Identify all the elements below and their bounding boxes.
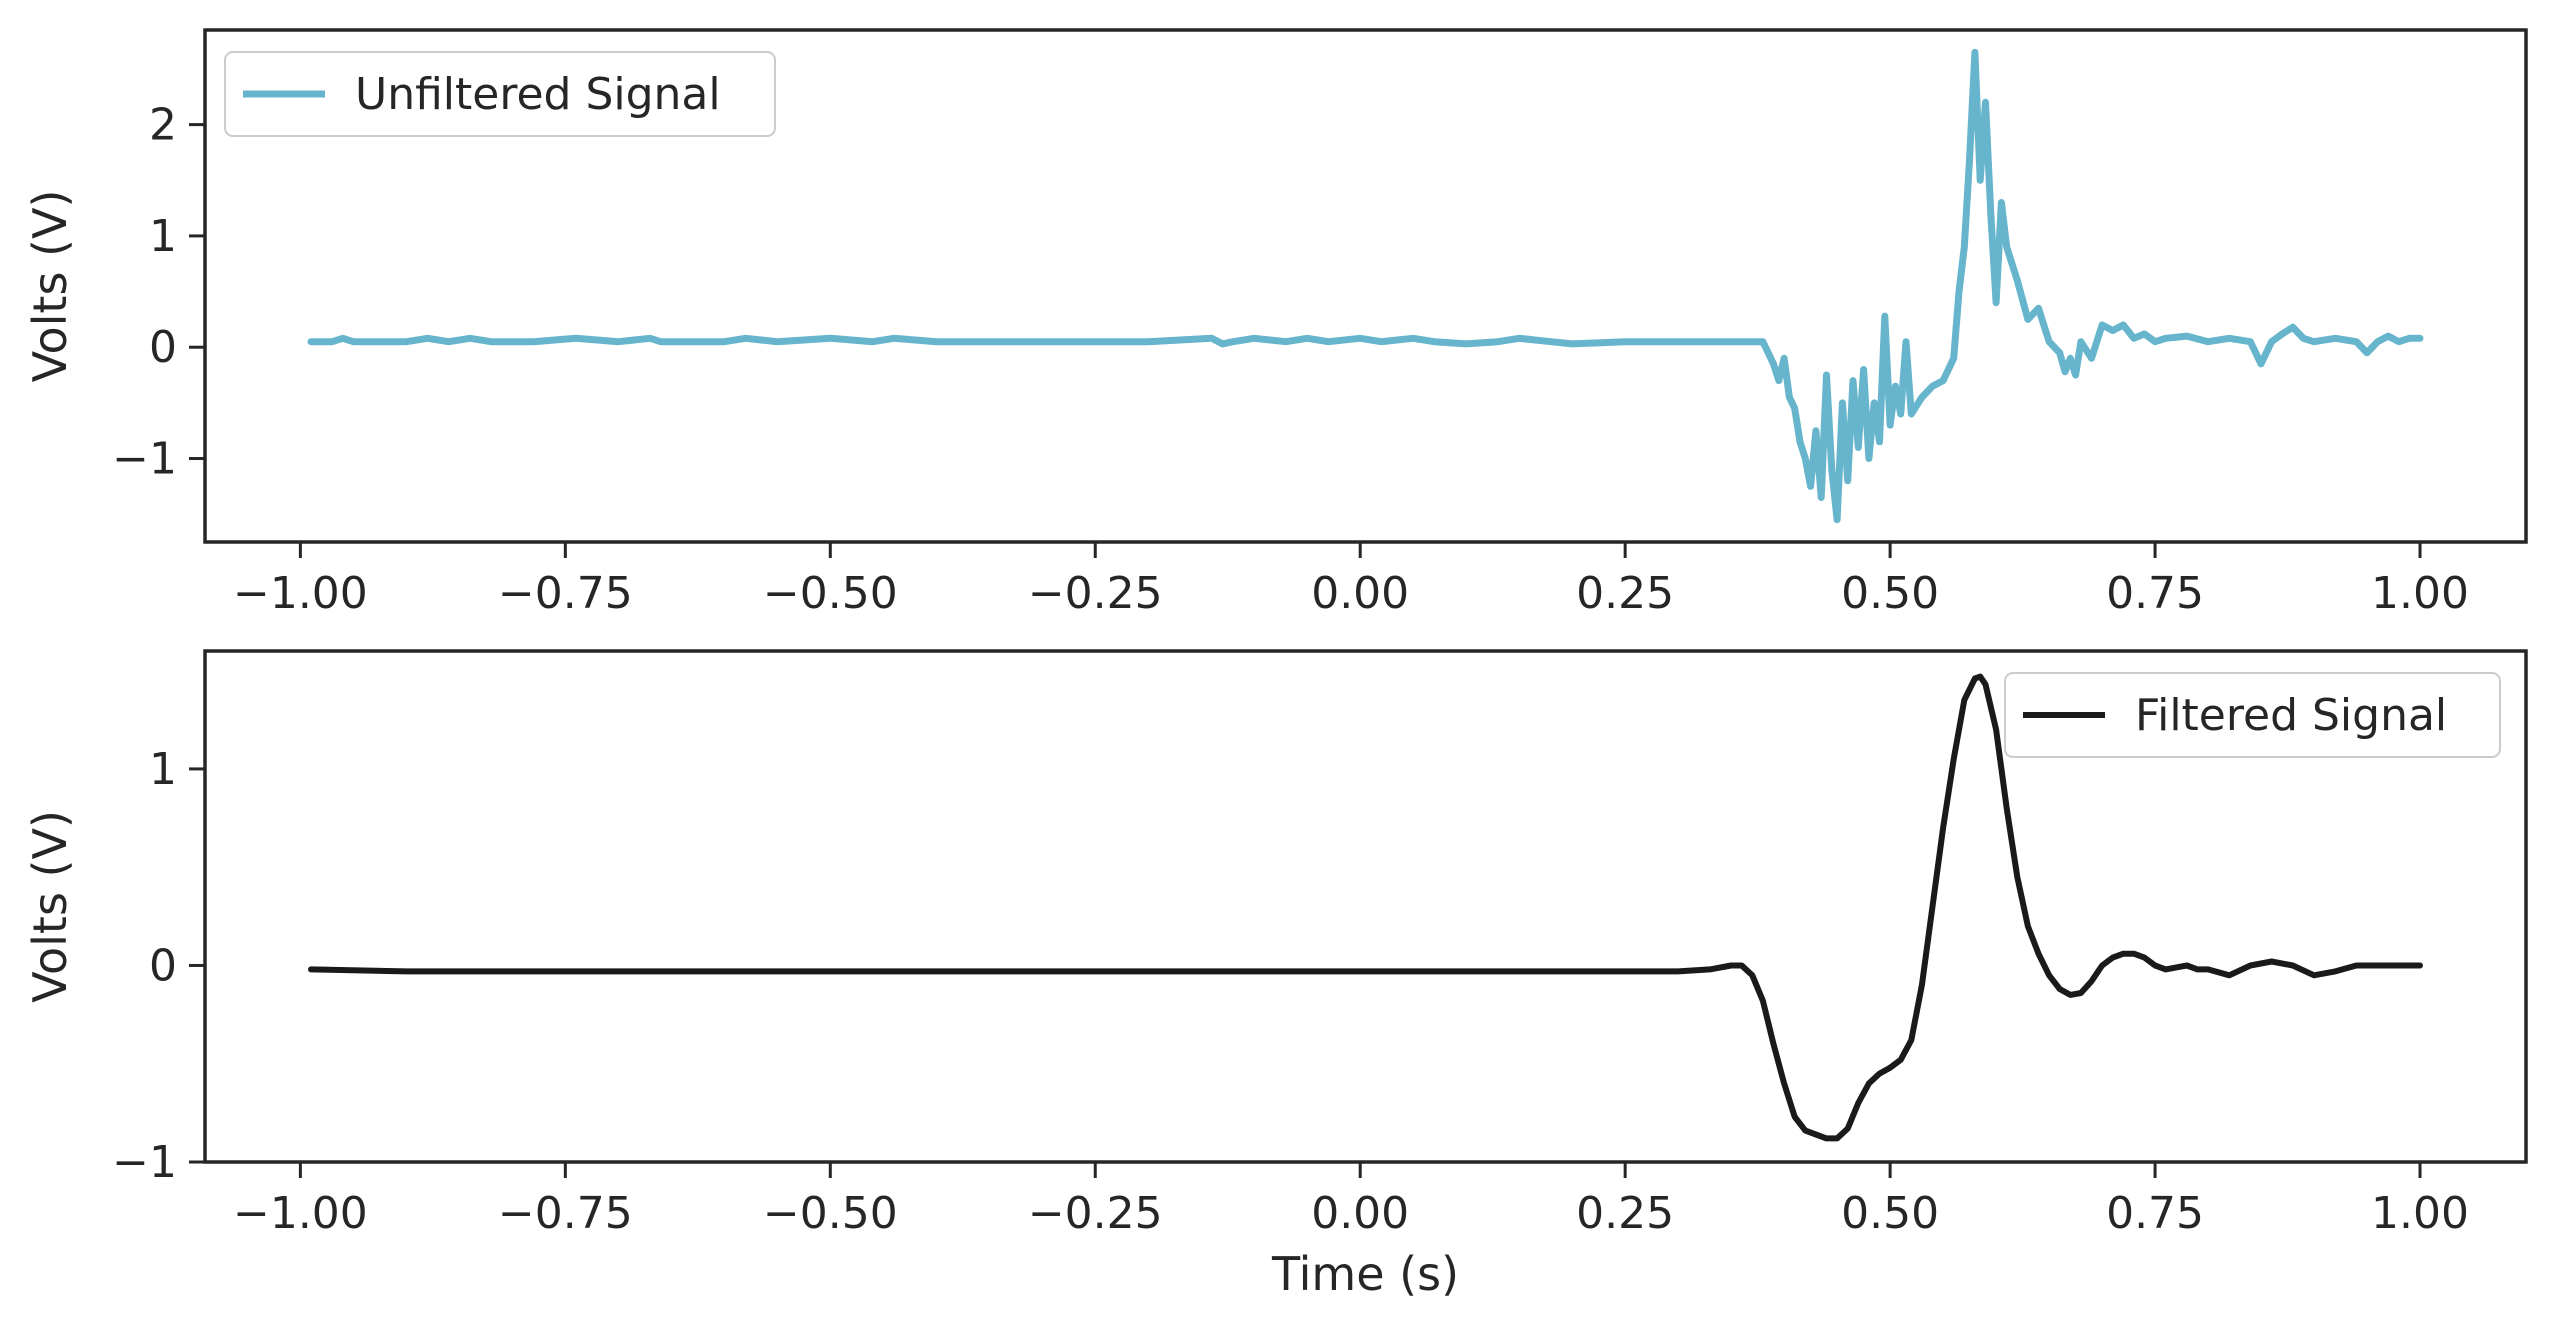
y-tick-label: 1 [149,211,177,262]
y-tick-label: 1 [149,744,177,795]
y-axis-title: Volts (V) [23,190,77,383]
x-tick-label: 0.25 [1576,568,1674,619]
axes-frame [203,649,2528,1164]
x-tick-label: −0.25 [1028,1188,1163,1239]
subplot-1: −1.00 −0.75 −0.50 −0.25 0.00 0.25 0.50 0.75 1.00… [23,28,2528,619]
x-tick-label: −0.25 [1028,568,1163,619]
x-tick-label: −1.00 [233,1188,368,1239]
y-tick-label: 0 [149,940,177,991]
x-tick-label: 0.00 [1311,1188,1409,1239]
y-tick-label: 0 [149,322,177,373]
x-tick-label: −0.50 [763,1188,898,1239]
series-line-2-1 [308,673,2423,1142]
x-tick-label: 0.75 [2106,1188,2204,1239]
x-tick-label: 1.00 [2371,1188,2469,1239]
y-axis-title: Volts (V) [23,810,77,1003]
y-tick-label: −1 [112,1137,177,1188]
axes-frame [203,28,2528,544]
subplot-2: −1.00 −0.75 −0.50 −0.25 0.00 0.25 0.50 0.75 1.00… [23,649,2528,1301]
y-tick-label: 2 [149,100,177,151]
x-tick-label: −0.75 [498,1188,633,1239]
x-tick-label: −1.00 [233,568,368,619]
x-tick-label: 0.75 [2106,568,2204,619]
x-tick-label: −0.75 [498,568,633,619]
legend-box [224,51,776,137]
x-tick-label: −0.50 [763,568,898,619]
x-tick-label: 0.25 [1576,1188,1674,1239]
x-tick-label: 0.50 [1841,568,1939,619]
legend: Filtered Signal [2004,672,2501,758]
x-axis-title: Time (s) [1271,1247,1459,1301]
series-line-1-1 [307,48,2424,524]
legend: Unfiltered Signal [224,51,776,137]
legend-label: Filtered Signal [2135,690,2447,741]
legend-box [2004,672,2501,758]
x-tick-label: 0.00 [1311,568,1409,619]
x-tick-label: 1.00 [2371,568,2469,619]
legend-label: Unfiltered Signal [355,69,721,120]
x-tick-label: 0.50 [1841,1188,1939,1239]
y-tick-label: −1 [112,434,177,485]
